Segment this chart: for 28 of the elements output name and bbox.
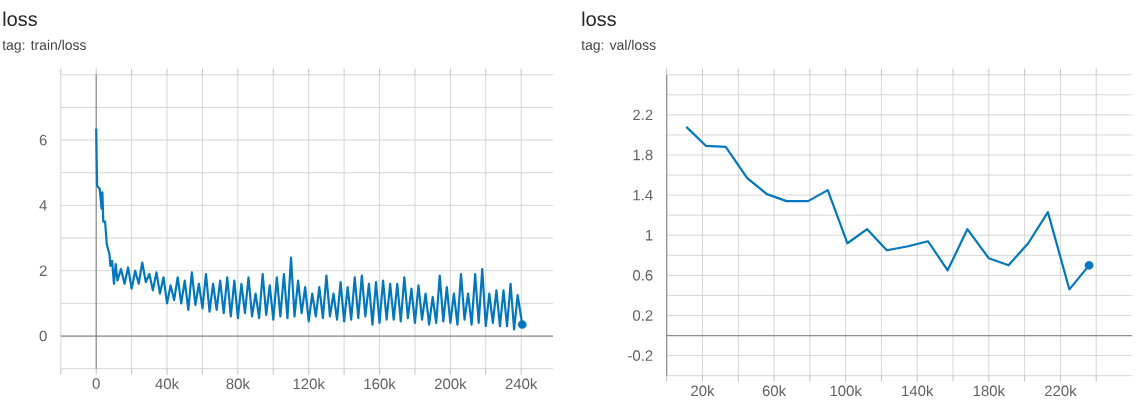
y-tick-label: -0.2 bbox=[628, 350, 653, 362]
x-tick-label: 100k bbox=[830, 385, 862, 397]
y-tick-label: 1.4 bbox=[633, 190, 653, 201]
y-tick-label: 1 bbox=[646, 230, 653, 241]
chart-subtitle: tag: val/loss bbox=[581, 39, 656, 53]
x-tick-label: 80k bbox=[226, 378, 250, 390]
chart-title: loss bbox=[3, 11, 37, 27]
y-tick-label: 2 bbox=[39, 265, 47, 277]
x-tick-label: 60k bbox=[762, 385, 787, 397]
x-tick-label: 160k bbox=[364, 378, 396, 390]
y-tick-label: 1.8 bbox=[633, 149, 653, 161]
chart-subtitle: tag: train/loss bbox=[2, 39, 86, 53]
x-tick-label: 240k bbox=[505, 378, 538, 390]
x-tick-label: 120k bbox=[293, 378, 325, 390]
x-tick-label: 140k bbox=[902, 385, 934, 397]
x-tick-label: 200k bbox=[434, 378, 467, 390]
y-tick-label: 2.2 bbox=[633, 109, 653, 121]
x-tick-label: 180k bbox=[973, 385, 1006, 397]
x-tick-label: 220k bbox=[1044, 385, 1077, 397]
x-tick-label: 20k bbox=[691, 385, 715, 397]
y-tick-label: 0.2 bbox=[632, 310, 653, 321]
y-tick-label: 6 bbox=[39, 134, 47, 146]
y-tick-label: 4 bbox=[39, 200, 47, 211]
y-tick-label: 0 bbox=[39, 330, 47, 342]
chart-title: loss bbox=[582, 11, 616, 27]
y-tick-label: 0.6 bbox=[632, 270, 653, 281]
x-tick-label: 0 bbox=[92, 378, 100, 389]
x-tick-label: 40k bbox=[155, 378, 180, 390]
